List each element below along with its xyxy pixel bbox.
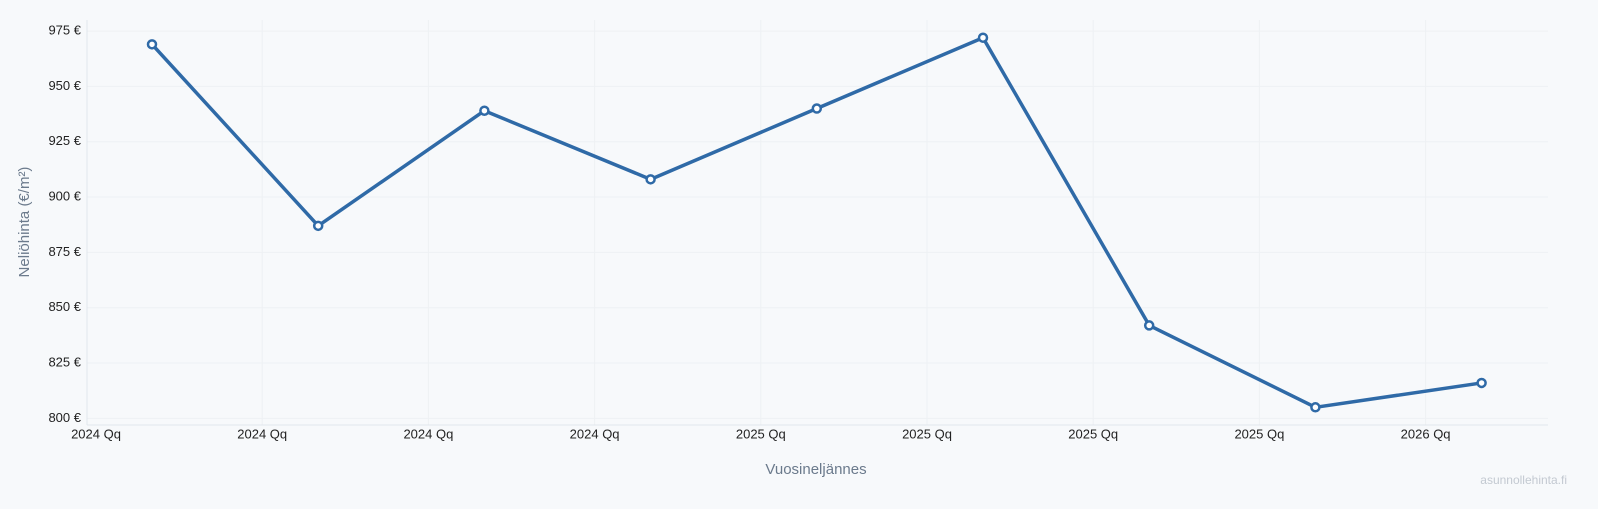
x-axis-title: Vuosineljännes xyxy=(765,461,866,478)
x-tick-label: 2024 Qq xyxy=(403,426,453,441)
point xyxy=(146,39,158,50)
point xyxy=(811,103,823,114)
x-tick-label: 2024 Qq xyxy=(570,426,620,441)
point xyxy=(645,174,656,185)
y-tick-label: 850 € xyxy=(48,299,81,314)
point xyxy=(977,32,989,43)
x-tick-label: 2025 Qq xyxy=(736,426,786,441)
watermark: asunnollehinta.fi xyxy=(1480,473,1567,487)
x-tick-label: 2024 Qq xyxy=(237,426,287,441)
x-tick-label: 2024 Qq xyxy=(71,426,121,441)
y-tick-label: 825 € xyxy=(48,354,81,369)
x-tick-label: 2025 Qq xyxy=(1234,426,1284,441)
line xyxy=(150,35,1482,410)
x-tick-label: 2026 Qq xyxy=(1401,426,1451,441)
y-axis-title: Neliöhinta (€/m²) xyxy=(16,167,33,278)
point xyxy=(1310,402,1321,413)
x-tick-label: 2025 Qq xyxy=(1068,426,1118,441)
y-tick-label: 800 € xyxy=(48,410,81,425)
point xyxy=(1476,377,1487,389)
x-tick-label: 2025 Qq xyxy=(902,426,952,441)
y-tick-label: 925 € xyxy=(48,133,81,148)
point xyxy=(1143,320,1155,331)
y-tick-label: 975 € xyxy=(48,23,81,38)
y-tick-label: 900 € xyxy=(48,188,81,203)
y-tick-label: 875 € xyxy=(48,244,81,259)
y-tick-label: 950 € xyxy=(48,78,81,93)
point xyxy=(312,220,324,232)
point xyxy=(479,105,490,116)
